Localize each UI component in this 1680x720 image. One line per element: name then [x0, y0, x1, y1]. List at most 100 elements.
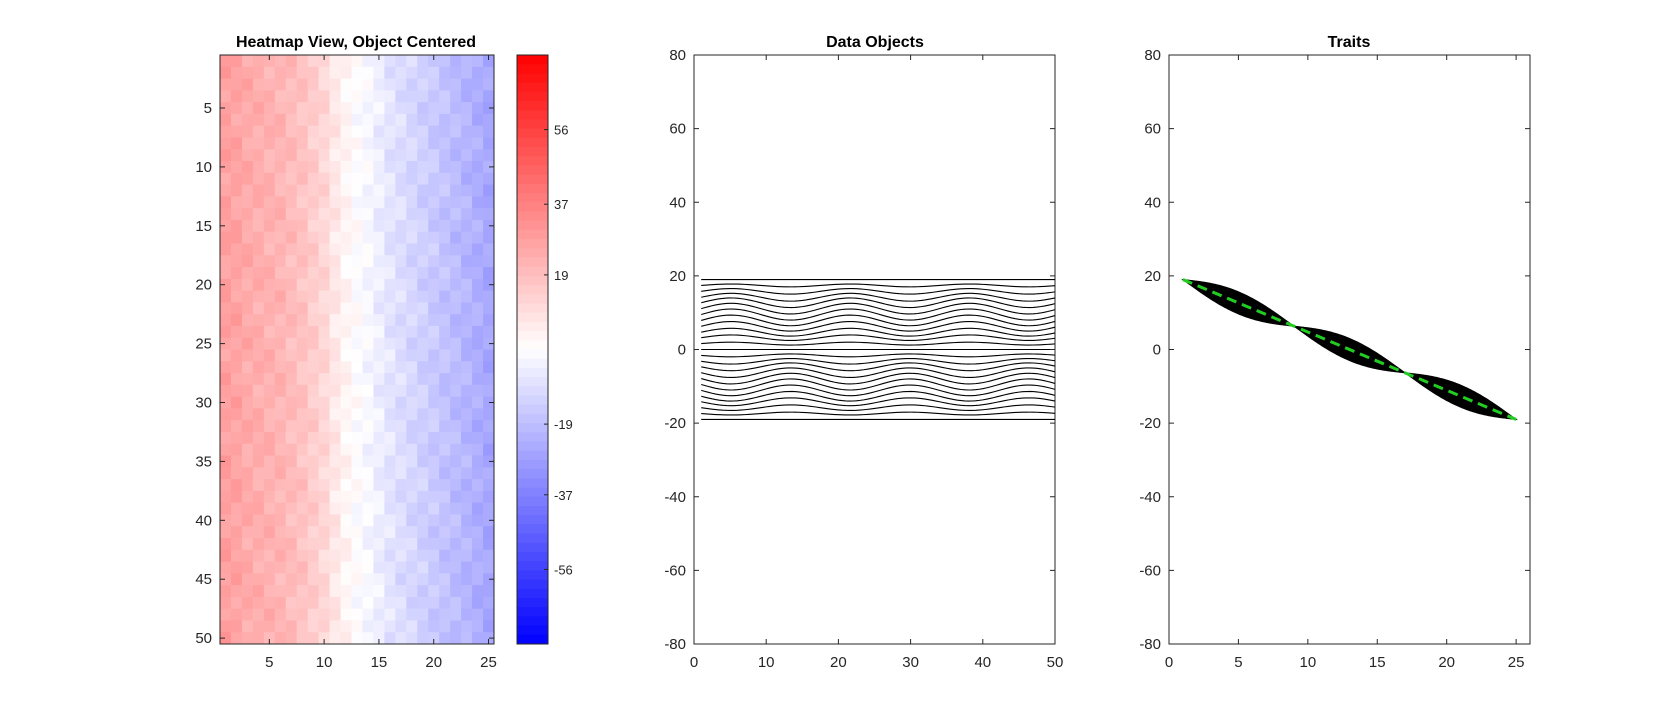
y-tick-label: 10 [195, 159, 212, 176]
heatmap-cell [318, 337, 331, 350]
colorbar: 56 37 19 -19 -37 -56 [516, 54, 573, 645]
heatmap-cell [241, 431, 254, 445]
heatmap-cell [472, 90, 484, 103]
heatmap-cell [450, 325, 462, 339]
heatmap-cell [296, 549, 309, 563]
heatmap-cell [285, 443, 298, 457]
colorbar-step [517, 450, 548, 461]
heatmap-cell [252, 420, 265, 433]
heatmap-cell [395, 149, 407, 162]
colorbar-step [517, 505, 548, 516]
heatmap-cell [472, 302, 484, 315]
heatmap-cell [329, 408, 342, 421]
heatmap-cell [428, 337, 440, 350]
heatmap-cell [230, 161, 243, 174]
colorbar-step [517, 156, 548, 166]
heatmap-cell [439, 585, 451, 598]
heatmap-cell [428, 620, 440, 633]
heatmap-cell [373, 431, 385, 445]
heatmap-cell [483, 384, 495, 398]
heatmap-cell [296, 66, 309, 80]
heatmap-cell [318, 125, 331, 138]
y-tick-label: -80 [1139, 636, 1161, 653]
heatmap-cell [241, 125, 254, 138]
data-object-line [701, 308, 1056, 321]
heatmap-cell [263, 479, 276, 492]
heatmap-cell [373, 113, 385, 127]
heatmap-cell [340, 255, 353, 268]
data-object-line [701, 288, 1056, 295]
heatmap-cell [340, 420, 353, 433]
heatmap-cell [307, 55, 320, 68]
heatmap-cell [417, 514, 429, 527]
heatmap-cell [428, 514, 440, 527]
heatmap-cell [373, 490, 385, 504]
data-objects-lines [701, 279, 1056, 420]
heatmap-cell [220, 243, 232, 256]
heatmap-cell [483, 514, 495, 527]
heatmap-cell [417, 620, 429, 633]
heatmap-cell [417, 431, 429, 445]
heatmap-cell [274, 431, 287, 445]
heatmap-cell [417, 573, 429, 586]
heatmap-cell [220, 573, 232, 586]
heatmap-cell [428, 172, 440, 186]
heatmap-cell [384, 125, 396, 138]
heatmap-cell [461, 526, 473, 539]
heatmap-cell [285, 172, 298, 186]
heatmap-cell [373, 549, 385, 563]
heatmap-cell [362, 537, 374, 551]
y-tick-label: 15 [195, 218, 212, 235]
heatmap-cell [483, 396, 495, 409]
heatmap-cell [373, 632, 385, 645]
heatmap-cell [417, 537, 429, 551]
heatmap-cell [230, 184, 243, 197]
heatmap-cell [241, 231, 254, 244]
heatmap-cell [241, 373, 254, 386]
heatmap-cell [384, 431, 396, 445]
heatmap-cell [395, 431, 407, 445]
heatmap-cell [439, 620, 451, 633]
colorbar-step [517, 183, 548, 194]
heatmap-cell [483, 596, 495, 610]
data-object-line [701, 411, 1056, 416]
heatmap-cell [230, 408, 243, 421]
heatmap-cell [318, 537, 331, 551]
heatmap-cell [450, 290, 462, 303]
heatmap-cell [220, 585, 232, 598]
heatmap-cell [241, 267, 254, 280]
heatmap-cell [483, 620, 495, 633]
heatmap-cell [395, 290, 407, 303]
heatmap-cell [472, 620, 484, 633]
heatmap-cell [230, 573, 243, 586]
heatmap-cell [406, 219, 418, 233]
heatmap-cell [439, 184, 451, 197]
heatmap-cell [395, 113, 407, 127]
heatmap-cell [483, 149, 495, 162]
colorbar-step [517, 110, 548, 120]
heatmap-cell [461, 314, 473, 327]
heatmap-cell [340, 373, 353, 386]
heatmap-cell [450, 479, 462, 492]
heatmap-cell [329, 514, 342, 527]
heatmap-cell [329, 231, 342, 244]
heatmap-cell [329, 267, 342, 280]
heatmap-cell [274, 196, 287, 209]
heatmap-cell [318, 431, 331, 445]
heatmap-cell [439, 255, 451, 268]
traits-title: Traits [1328, 34, 1371, 51]
heatmap-cell [252, 196, 265, 209]
heatmap-cell [220, 231, 232, 244]
heatmap-cell [340, 384, 353, 398]
heatmap-cell [220, 396, 232, 409]
heatmap-cell [220, 596, 232, 610]
heatmap-cell [241, 113, 254, 127]
heatmap-cell [241, 243, 254, 256]
colorbar-step [517, 275, 548, 286]
heatmap-cell [362, 467, 374, 480]
heatmap-cell [483, 66, 495, 80]
heatmap-cell [220, 408, 232, 421]
heatmap-cell [406, 502, 418, 515]
heatmap-cell [351, 314, 363, 327]
heatmap-cell [296, 196, 309, 209]
